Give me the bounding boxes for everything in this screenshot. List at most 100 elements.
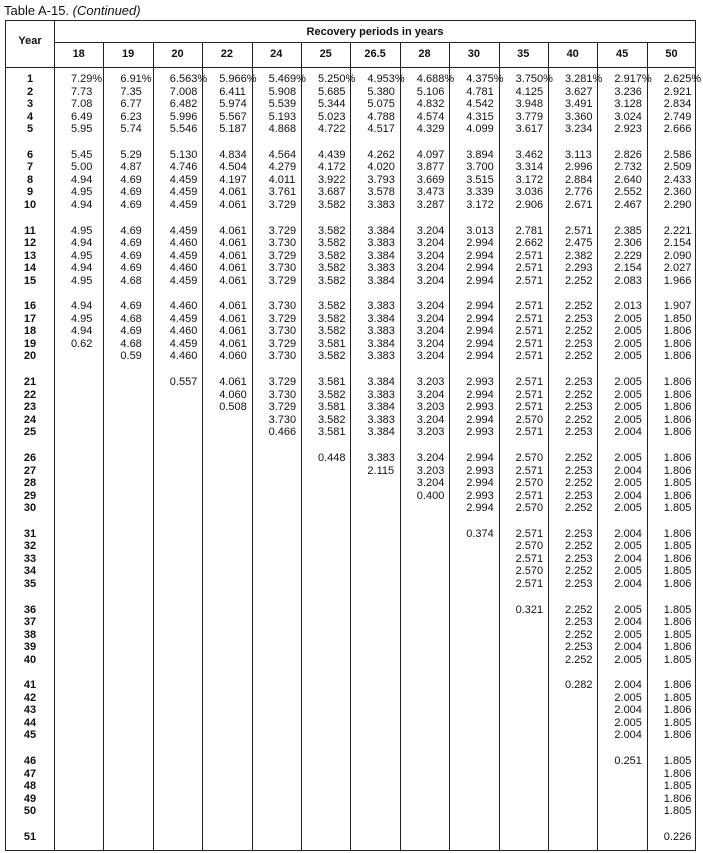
rate-cell: 0.466 xyxy=(268,426,297,439)
year-cell: 48 xyxy=(23,780,37,793)
rate-cell: 0.448 xyxy=(318,452,346,464)
rate-cell: 2.571 xyxy=(515,325,544,338)
rate-cell: 2.586 xyxy=(663,148,692,161)
rate-cell: 0.374 xyxy=(466,527,494,540)
year-cell: 22 xyxy=(23,388,37,401)
rate-cell: 1.806 xyxy=(663,552,692,565)
rate-cell: 1.805 xyxy=(663,565,692,578)
rate-cell: 2.005 xyxy=(614,716,642,729)
rate-cell: 3.582 xyxy=(318,237,346,250)
rate-cell: 2.005 xyxy=(614,401,642,414)
rate-cell: 2.993 xyxy=(466,376,494,389)
rate-cell: 3.582 xyxy=(318,325,346,338)
rate-cell: 5.00 xyxy=(71,161,93,174)
rate-cell: 7.008 xyxy=(169,85,198,98)
rate-cell: 3.383 xyxy=(367,325,395,338)
rate-cell: 5.685 xyxy=(318,85,346,98)
rate-cell: 5.29 xyxy=(120,148,142,161)
rate-cell: 3.578 xyxy=(367,186,395,199)
rate-cell: 0.251 xyxy=(614,755,642,768)
rate-cell: 5.469% xyxy=(268,73,306,85)
rate-cell: 4.061 xyxy=(219,262,247,275)
rate-cell: 2.475 xyxy=(565,237,593,250)
rate-cell: 2.467 xyxy=(614,198,642,211)
rate-cell: 3.582 xyxy=(318,249,346,262)
rate-cell: 2.360 xyxy=(663,186,692,199)
rate-cell: 3.172 xyxy=(466,198,494,211)
rate-cell: 1.805 xyxy=(663,477,692,489)
rate-cell: 2.640 xyxy=(614,173,642,186)
rate-cell: 4.95 xyxy=(71,224,93,237)
rate-cell: 2.906 xyxy=(515,198,544,211)
rate-cell: 3.515 xyxy=(466,173,494,186)
rate-cell: 5.380 xyxy=(367,85,395,98)
rate-cell: 3.204 xyxy=(416,274,445,287)
rate-cell: 2.994 xyxy=(466,325,494,338)
rate-cell: 4.542 xyxy=(466,98,494,110)
rate-cell: 4.953% xyxy=(367,73,405,85)
year-cell: 6 xyxy=(26,148,34,161)
year-cell: 20 xyxy=(23,350,37,363)
rate-cell: 2.826 xyxy=(614,148,642,161)
rate-cell: 4.459 xyxy=(169,186,198,199)
rate-cell: 3.581 xyxy=(318,376,346,389)
rate-cell: 2.571 xyxy=(515,300,544,313)
year-cell: 12 xyxy=(23,237,37,250)
rate-cell: 7.08 xyxy=(71,98,93,110)
rate-cell: 3.234 xyxy=(565,123,593,135)
rate-cell: 2.004 xyxy=(614,679,642,692)
rate-cell: 2.994 xyxy=(466,413,494,426)
rate-cell: 5.344 xyxy=(318,98,346,110)
rate-cell: 2.004 xyxy=(614,729,642,742)
rate-cell: 2.252 xyxy=(565,653,593,666)
rate-cell: 1.806 xyxy=(663,401,692,414)
column-header-24: 24 xyxy=(270,48,283,60)
rate-cell: 1.805 xyxy=(663,603,692,616)
column-header-26.5: 26.5 xyxy=(364,48,386,60)
year-cell: 43 xyxy=(23,704,37,717)
year-cell: 5 xyxy=(26,123,34,135)
rate-cell: 1.805 xyxy=(663,691,692,704)
rate-cell: 2.625% xyxy=(663,73,702,85)
year-cell: 37 xyxy=(23,616,37,629)
rate-cell: 0.282 xyxy=(565,679,593,692)
rate-cell: 2.005 xyxy=(614,350,642,363)
rate-cell: 4.68 xyxy=(120,337,142,350)
rate-cell: 7.29% xyxy=(71,73,103,85)
year-column-divider xyxy=(54,21,55,850)
rate-cell: 2.571 xyxy=(515,350,544,363)
rate-cell: 4.375% xyxy=(466,73,504,85)
rate-cell: 4.460 xyxy=(169,262,198,275)
rate-cell: 2.570 xyxy=(515,565,544,578)
rate-cell: 2.994 xyxy=(466,337,494,350)
year-cell: 10 xyxy=(23,198,37,211)
column-header-25: 25 xyxy=(319,48,332,60)
rate-cell: 3.627 xyxy=(565,85,593,98)
table-continued-note: (Continued) xyxy=(72,3,141,18)
rate-cell: 3.730 xyxy=(268,388,297,401)
rate-cell: 4.061 xyxy=(219,224,247,237)
column-header-30: 30 xyxy=(467,48,480,60)
column-header-35: 35 xyxy=(517,48,530,60)
rate-cell: 2.993 xyxy=(466,489,494,502)
rate-cell: 1.806 xyxy=(663,337,692,350)
rate-cell: 3.617 xyxy=(515,123,544,135)
rate-cell: 3.582 xyxy=(318,312,346,325)
rate-cell: 5.546 xyxy=(169,123,198,135)
rate-cell: 7.73 xyxy=(71,85,93,98)
rate-cell: 2.571 xyxy=(565,224,593,237)
rate-cell: 3.204 xyxy=(416,452,445,464)
rate-cell: 5.023 xyxy=(318,110,346,123)
rate-cell: 2.994 xyxy=(466,274,494,287)
year-cell: 21 xyxy=(23,376,37,389)
year-cell: 1 xyxy=(26,73,34,85)
rate-cell: 2.571 xyxy=(515,464,544,477)
rate-cell: 2.004 xyxy=(614,704,642,717)
rate-cell: 2.570 xyxy=(515,413,544,426)
rate-cell: 4.95 xyxy=(71,274,93,287)
rate-cell: 2.884 xyxy=(565,173,593,186)
rate-cell: 2.662 xyxy=(515,237,544,250)
rate-cell: 2.005 xyxy=(614,312,642,325)
rate-cell: 3.204 xyxy=(416,337,445,350)
table-number: Table A-15. xyxy=(4,3,70,18)
